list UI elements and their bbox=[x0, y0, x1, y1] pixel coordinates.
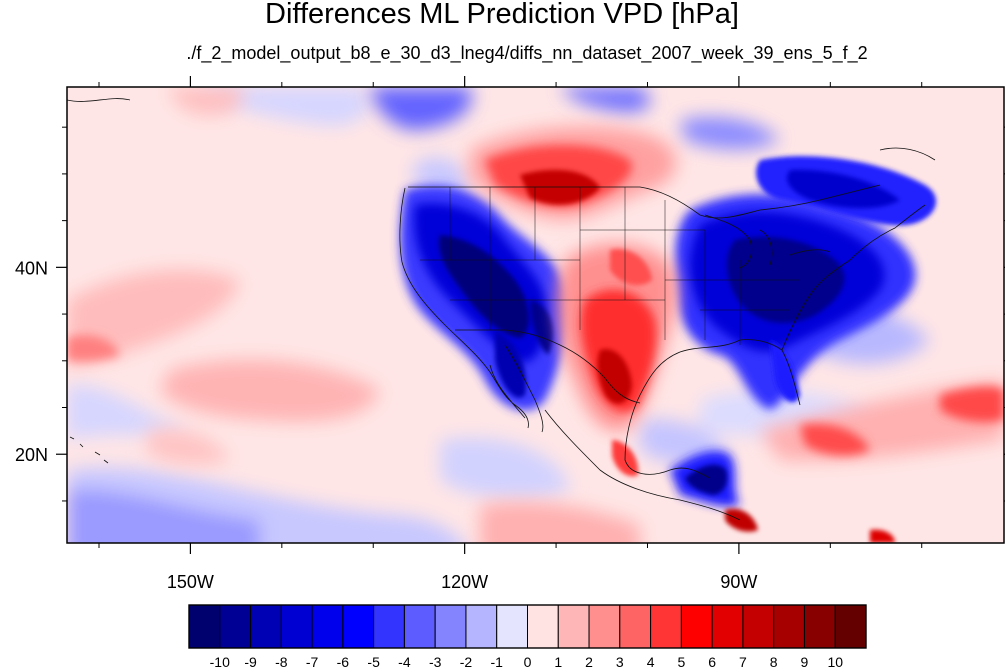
colorbar-label: -6 bbox=[337, 654, 350, 670]
colorbar-label: 4 bbox=[647, 654, 655, 670]
y-tick-label: 20N bbox=[15, 445, 48, 465]
colorbar-label: -10 bbox=[210, 654, 230, 670]
hawaii bbox=[69, 436, 109, 464]
colorbar-swatch bbox=[650, 604, 682, 649]
chart-subtitle: ./f_2_model_output_b8_e_30_d3_lneg4/diff… bbox=[186, 43, 867, 64]
state-borders bbox=[420, 187, 800, 345]
colorbar-swatch bbox=[311, 604, 344, 649]
x-tick-label: 120W bbox=[441, 572, 488, 592]
colorbar-label: 7 bbox=[739, 654, 747, 670]
colorbar-swatch bbox=[527, 604, 559, 649]
colorbar-label: 0 bbox=[524, 654, 532, 670]
colorbar-label: 3 bbox=[616, 654, 624, 670]
axis-labels: 150W 120W 90W 40N 20N bbox=[15, 258, 757, 592]
colorbar-label: -5 bbox=[367, 654, 380, 670]
pacific-coastline bbox=[399, 187, 529, 429]
positive-anomaly-southern-plains bbox=[557, 243, 677, 431]
colorbar-label: -3 bbox=[429, 654, 442, 670]
negative-anomaly-east bbox=[675, 156, 937, 410]
colorbar-swatch bbox=[680, 604, 713, 649]
colorbar-swatch bbox=[434, 604, 467, 649]
colorbar-swatch bbox=[280, 604, 313, 649]
colorbar-swatch bbox=[219, 604, 252, 649]
positive-anomaly-other bbox=[67, 335, 1004, 543]
colorbar-swatch bbox=[803, 604, 836, 649]
colorbar-label: 10 bbox=[827, 654, 843, 670]
negative-anomaly-north bbox=[370, 87, 780, 150]
colorbar-label: 9 bbox=[801, 654, 809, 670]
colorbar-label: 1 bbox=[554, 654, 562, 670]
colorbar-swatch bbox=[342, 604, 375, 649]
colorbar-swatch bbox=[496, 604, 528, 649]
colorbar-swatch bbox=[711, 604, 744, 649]
map-frame bbox=[66, 86, 1005, 544]
colorbar-label: -7 bbox=[306, 654, 319, 670]
colorbar-swatch bbox=[619, 604, 652, 649]
atlantic-coastline bbox=[781, 204, 926, 351]
us-canada-border bbox=[408, 184, 881, 219]
axis-ticks bbox=[56, 76, 1005, 554]
colorbar-label: -8 bbox=[275, 654, 288, 670]
colorbar-label: -9 bbox=[244, 654, 257, 670]
colorbar-swatch bbox=[403, 604, 436, 649]
colorbar-swatch bbox=[188, 604, 221, 649]
negative-anomaly-central-america bbox=[670, 450, 740, 507]
baja-coastline bbox=[504, 344, 544, 433]
colorbar-label: -2 bbox=[460, 654, 473, 670]
colorbar-swatch bbox=[465, 604, 498, 649]
colorbar-label: 5 bbox=[677, 654, 685, 670]
x-tick-label: 90W bbox=[720, 572, 757, 592]
colorbar-label: 2 bbox=[585, 654, 593, 670]
map-outlines bbox=[67, 98, 936, 521]
colorbar-label: -4 bbox=[398, 654, 411, 670]
y-tick-label: 40N bbox=[15, 258, 48, 278]
map-panel bbox=[67, 87, 1004, 543]
colorbar-swatch bbox=[742, 604, 775, 649]
colorbar-swatch bbox=[588, 604, 621, 649]
great-lakes bbox=[704, 214, 831, 269]
mexico-pacific-coastline bbox=[544, 409, 741, 521]
colorbar-frame bbox=[188, 604, 867, 649]
colorbar: -10 -9 -8 -7 -6 -5 -4 -3 -2 -1 0 1 2 3 4 5 6 7 8 9 10 bbox=[188, 604, 867, 670]
x-tick-label: 150W bbox=[167, 572, 214, 592]
chart-title: Differences ML Prediction VPD [hPa] bbox=[265, 0, 739, 30]
colorbar-swatch bbox=[250, 604, 282, 649]
colorbar-label: 6 bbox=[708, 654, 716, 670]
us-mexico-border bbox=[455, 329, 641, 404]
negative-anomaly-west bbox=[400, 185, 567, 411]
colorbar-swatch bbox=[373, 604, 405, 649]
colorbar-swatch bbox=[773, 604, 805, 649]
colorbar-label: -1 bbox=[491, 654, 504, 670]
colorbar-swatch bbox=[557, 604, 590, 649]
colorbar-label: 8 bbox=[770, 654, 778, 670]
canada-islands bbox=[67, 98, 936, 161]
colorbar-swatch bbox=[834, 604, 867, 649]
